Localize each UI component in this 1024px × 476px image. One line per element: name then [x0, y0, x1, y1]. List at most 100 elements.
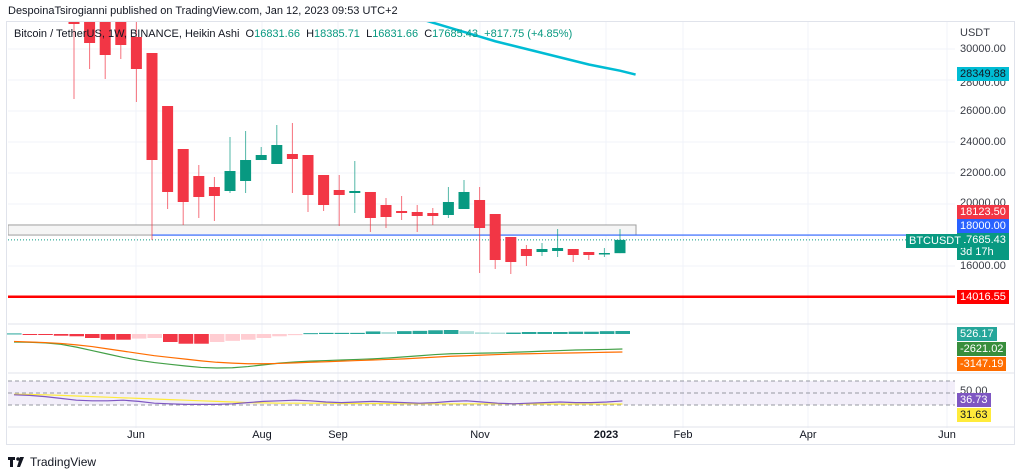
price-axis-label: 24000.00 — [960, 136, 1006, 148]
candle — [458, 179, 470, 209]
candle — [427, 207, 439, 225]
candle — [224, 137, 236, 193]
time-axis-label: Jun — [127, 429, 145, 441]
tradingview-logo-icon — [8, 456, 24, 467]
candle-body — [520, 249, 532, 256]
candle-body — [193, 175, 205, 197]
published-byline: DespoinaTsirogianni published on Trading… — [8, 5, 398, 17]
candle-body — [583, 252, 595, 255]
candle-body — [302, 155, 314, 195]
macd-histogram-bar — [287, 334, 303, 336]
candle-body — [567, 249, 579, 255]
macd-histogram-bar — [85, 334, 100, 338]
candle-body — [224, 171, 236, 191]
time-axis-label: Feb — [673, 429, 693, 441]
rsi-ma-tag: 31.63 — [957, 408, 991, 422]
price-axis-label: 16000.00 — [960, 260, 1006, 272]
candle-body — [614, 239, 626, 254]
candle-body — [349, 191, 361, 193]
macd-histogram-bar — [256, 334, 272, 338]
candle — [318, 175, 330, 211]
candle-body — [458, 191, 470, 209]
price-zone — [8, 224, 637, 236]
rsi-tag: 36.73 — [957, 393, 991, 407]
macd-histogram-bar — [131, 334, 147, 339]
macd-line-tag: -2621.02 — [957, 342, 1007, 356]
candle — [364, 191, 376, 233]
last-price: 17685.43 — [960, 234, 1006, 246]
support-level-tag: 14016.55 — [957, 290, 1009, 304]
red-level-tag: 18123.50 — [957, 205, 1009, 219]
macd-signal-line — [13, 340, 623, 365]
candle — [115, 22, 127, 59]
macd-histogram-bar — [381, 332, 396, 334]
macd-histogram-bar — [428, 330, 443, 334]
candle — [130, 22, 142, 103]
candle-body — [240, 160, 252, 181]
legend-high: 18385.71 — [314, 28, 360, 40]
macd-histogram-bar — [537, 332, 552, 334]
candle — [68, 22, 80, 99]
macd-histogram-bar — [319, 332, 334, 334]
macd-histogram-bar — [615, 330, 630, 334]
candle — [349, 161, 361, 213]
macd-histogram-bar — [521, 332, 537, 334]
candle-body — [208, 187, 220, 196]
candle — [520, 245, 532, 267]
time-axis-label: Jun — [938, 429, 956, 441]
chart-frame — [6, 21, 1015, 445]
candle-body — [552, 248, 564, 251]
candle-body — [396, 211, 408, 213]
macd-histogram-bar — [69, 334, 84, 337]
candle — [240, 131, 252, 193]
candle — [396, 195, 408, 220]
time-axis-label: Sep — [328, 429, 348, 441]
price-axis-label: 30000.00 — [960, 43, 1006, 55]
candle — [193, 165, 205, 218]
macd-histogram-bar — [22, 334, 38, 335]
candle-body — [536, 249, 548, 253]
macd-histogram-bar — [459, 331, 474, 334]
candle — [614, 229, 626, 254]
legend-close: 17685.43 — [432, 28, 479, 40]
macd-histogram-bar — [475, 332, 490, 334]
macd-histogram-bar — [490, 332, 506, 334]
legend-high-label: H — [306, 28, 315, 40]
candle — [552, 229, 564, 257]
time-axis-label: Apr — [799, 429, 817, 441]
macd-histogram-bar — [599, 331, 615, 334]
macd-histogram-bar — [178, 334, 194, 344]
macd-histogram-bar — [100, 334, 116, 340]
macd-signal-tag: -3147.19 — [957, 357, 1007, 371]
macd-histogram-bar — [147, 334, 162, 338]
candle — [442, 187, 454, 218]
macd-histogram-bar — [38, 334, 53, 335]
moving-average-line — [426, 22, 636, 76]
macd-histogram-bar — [7, 333, 22, 335]
candle-body — [99, 22, 111, 55]
macd-histogram-bar — [303, 333, 318, 335]
candle-body — [505, 237, 517, 263]
macd-histogram-bar — [365, 331, 381, 334]
rsi-line — [13, 394, 623, 405]
macd-histogram-bar — [116, 334, 131, 340]
bar-countdown: 3d 17h — [960, 246, 994, 258]
candle — [302, 155, 314, 212]
candle-body — [333, 189, 345, 195]
candle — [583, 252, 595, 261]
candle — [177, 149, 189, 225]
candle — [208, 177, 220, 221]
candle-body — [255, 155, 267, 161]
footer-brand[interactable]: TradingView — [30, 455, 97, 469]
last-price-tag: 17685.43 3d 17h — [957, 233, 1009, 260]
macd-histogram-bar — [225, 334, 240, 341]
candle — [489, 214, 501, 269]
legend-symbol[interactable]: Bitcoin / TetherUS, 1W, BINANCE, Heikin … — [14, 28, 240, 40]
ma-price-tag: 28349.88 — [957, 67, 1009, 81]
candle — [333, 175, 345, 226]
candle — [411, 205, 423, 233]
candle-body — [177, 149, 189, 203]
legend-change: +817.75 (+4.85%) — [484, 28, 573, 40]
macd-histogram-bar — [584, 331, 599, 334]
